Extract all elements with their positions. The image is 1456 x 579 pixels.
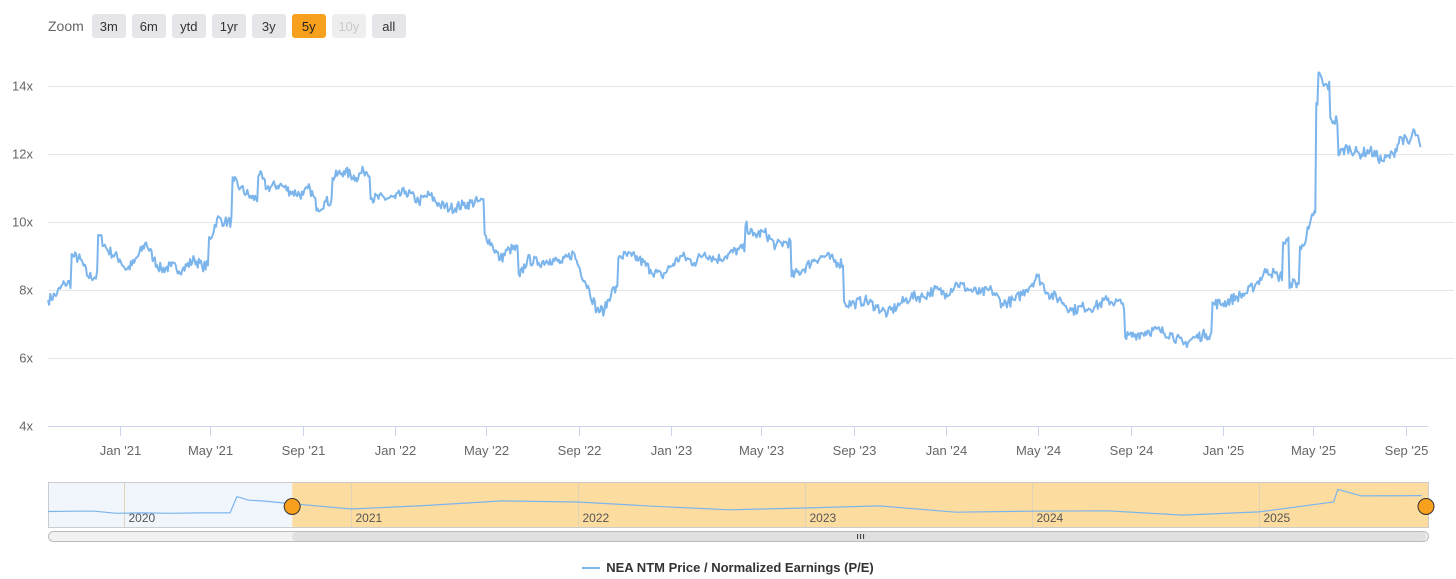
- zoom-3m-button[interactable]: 3m: [91, 14, 126, 38]
- legend-line-icon: [582, 566, 601, 569]
- y-tick-label: 12x: [12, 147, 33, 162]
- x-tick-label: Jan '21: [100, 443, 142, 458]
- navigator-year-label: 2023: [810, 511, 837, 525]
- zoom-all-button[interactable]: all: [371, 14, 406, 38]
- x-tick-label: Sep '23: [833, 443, 877, 458]
- scrollbar[interactable]: [48, 531, 1429, 542]
- legend-series-label: NEA NTM Price / Normalized Earnings (P/E…: [606, 560, 874, 575]
- x-axis-ticks: Jan '21 May '21 Sep '21 Jan '22 May '22 Sep '…: [100, 426, 1429, 458]
- navigator-year-label: 2025: [1264, 511, 1291, 525]
- x-tick-label: Jan '24: [926, 443, 968, 458]
- navigator-year-label: 2024: [1037, 511, 1064, 525]
- navigator-left-handle[interactable]: [283, 498, 301, 515]
- x-tick-label: Sep '25: [1385, 443, 1429, 458]
- zoom-6m-button[interactable]: 6m: [131, 14, 166, 38]
- navigator-year-label: 2022: [583, 511, 610, 525]
- zoom-bar: Zoom 3m 6m ytd 1yr 3y 5y 10y all: [48, 14, 412, 38]
- y-tick-label: 6x: [19, 351, 33, 366]
- x-tick-label: May '25: [1291, 443, 1336, 458]
- x-tick-label: May '23: [739, 443, 784, 458]
- x-tick-label: Jan '22: [375, 443, 417, 458]
- x-tick-label: Sep '21: [282, 443, 326, 458]
- scrollbar-thumb[interactable]: [292, 532, 1427, 541]
- y-tick-label: 10x: [12, 215, 33, 230]
- navigator-year-label: 2020: [129, 511, 156, 525]
- zoom-3y-button[interactable]: 3y: [251, 14, 286, 38]
- zoom-10y-button: 10y: [331, 14, 366, 38]
- navigator[interactable]: 2020 2021 2022 2023 2024 2025: [47, 482, 1435, 528]
- scrollbar-grip-icon: [857, 534, 865, 539]
- navigator-year-label: 2021: [356, 511, 383, 525]
- series-line: [47, 71, 1422, 349]
- navigator-series-line: [47, 488, 1422, 516]
- y-axis-tick-labels: 4x 6x 8x 10x 12x 14x: [12, 79, 33, 434]
- zoom-5y-button[interactable]: 5y: [291, 14, 326, 38]
- navigator-unselected-area[interactable]: [49, 483, 293, 527]
- x-tick-label: May '22: [464, 443, 509, 458]
- y-tick-label: 4x: [19, 419, 33, 434]
- zoom-ytd-button[interactable]: ytd: [171, 14, 206, 38]
- x-tick-label: May '24: [1016, 443, 1061, 458]
- y-tick-label: 8x: [19, 283, 33, 298]
- grid-lines: [48, 86, 1454, 359]
- navigator-right-handle[interactable]: [1417, 498, 1435, 515]
- navigator-year-labels: 2020 2021 2022 2023 2024 2025: [124, 483, 1291, 527]
- navigator-selected-range[interactable]: [292, 483, 1429, 527]
- y-tick-label: 14x: [12, 79, 33, 94]
- x-tick-label: May '21: [188, 443, 233, 458]
- x-tick-label: Sep '22: [558, 443, 602, 458]
- x-tick-label: Jan '25: [1203, 443, 1245, 458]
- legend[interactable]: NEA NTM Price / Normalized Earnings (P/E…: [0, 560, 1456, 575]
- x-tick-label: Sep '24: [1110, 443, 1154, 458]
- zoom-1yr-button[interactable]: 1yr: [211, 14, 246, 38]
- x-tick-label: Jan '23: [651, 443, 693, 458]
- zoom-label: Zoom: [48, 18, 84, 34]
